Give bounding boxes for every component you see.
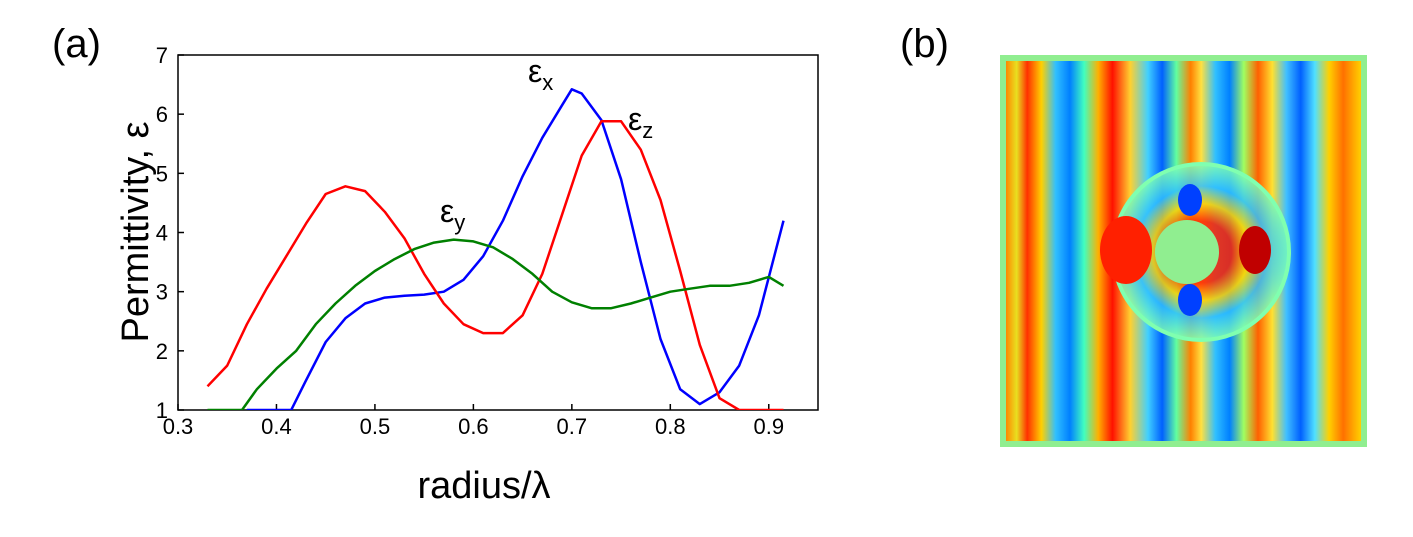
x-axis-ticks: 0.3 0.4 0.5 0.6 0.7 0.8 0.9 bbox=[163, 404, 784, 439]
series-line-x bbox=[246, 88, 785, 410]
x-tick-label: 0.9 bbox=[753, 414, 784, 439]
y-tick-label: 5 bbox=[156, 161, 168, 186]
y-tick-label: 3 bbox=[156, 280, 168, 305]
series-label-ex: εx bbox=[528, 53, 553, 95]
y-axis-ticks: 1 2 3 4 5 6 7 bbox=[156, 43, 184, 423]
x-tick-label: 0.6 bbox=[458, 414, 489, 439]
x-tick-label: 0.8 bbox=[655, 414, 686, 439]
series-line-z bbox=[206, 120, 784, 410]
series-lines bbox=[206, 88, 785, 410]
x-axis-title: radius/λ bbox=[417, 465, 550, 507]
series-label-ey: εy bbox=[440, 193, 465, 235]
plot-frame bbox=[177, 54, 819, 411]
x-tick-label: 0.4 bbox=[261, 414, 292, 439]
y-tick-label: 6 bbox=[156, 102, 168, 127]
x-tick-label: 0.7 bbox=[557, 414, 588, 439]
y-tick-label: 7 bbox=[156, 43, 168, 68]
x-tick-label: 0.5 bbox=[360, 414, 391, 439]
panel-label-b: (b) bbox=[900, 22, 949, 66]
y-tick-label: 4 bbox=[156, 221, 168, 246]
y-tick-label: 2 bbox=[156, 339, 168, 364]
y-tick-label: 1 bbox=[156, 398, 168, 423]
y-axis-title: Permittivity, ε bbox=[115, 121, 157, 342]
field-map-image bbox=[1000, 55, 1367, 447]
x-tick-label: 0.3 bbox=[163, 414, 194, 439]
series-label-ez: εz bbox=[628, 101, 653, 143]
series-line-y bbox=[207, 238, 785, 410]
panel-label-a: (a) bbox=[52, 22, 101, 66]
